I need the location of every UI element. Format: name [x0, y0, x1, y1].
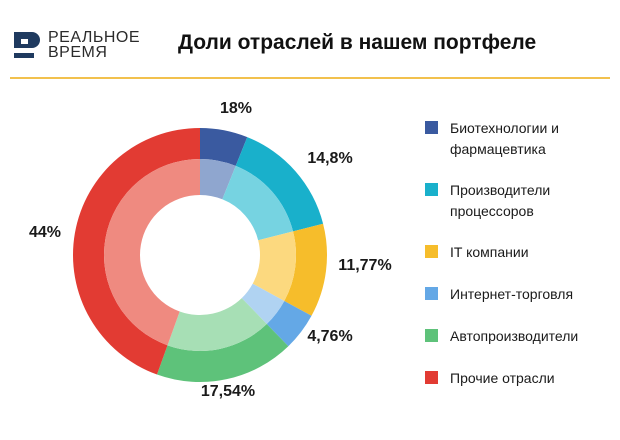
legend-label: Производители процессоров — [450, 182, 551, 219]
brand-logo: РЕАЛЬНОЕ ВРЕМЯ — [12, 29, 141, 61]
legend-item-2: IT компании — [425, 242, 610, 263]
legend-item-4: Автопроизводители — [425, 326, 610, 347]
logo-line-2: ВРЕМЯ — [48, 44, 108, 61]
slice-label-4: 17,54% — [201, 383, 255, 400]
slice-outer-2 — [284, 223, 327, 316]
title-divider — [10, 77, 610, 79]
legend-label: IT компании — [450, 244, 529, 260]
slice-inner-1 — [222, 165, 294, 241]
slice-outer-1 — [235, 137, 324, 232]
legend-swatch — [425, 183, 438, 196]
legend-swatch — [425, 287, 438, 300]
legend-swatch — [425, 371, 438, 384]
legend-item-5: Прочие отрасли — [425, 368, 610, 389]
legend-swatch — [425, 121, 438, 134]
slice-outer-4 — [157, 323, 289, 382]
logo-mark-icon — [14, 32, 40, 58]
legend-swatch — [425, 245, 438, 258]
slice-outer-3 — [266, 300, 312, 347]
page-title: Доли отраслей в нашем портфеле — [178, 31, 537, 54]
logo-line-1: РЕАЛЬНОЕ — [48, 29, 141, 46]
legend-item-3: Интернет-торговля — [425, 284, 610, 305]
legend-swatch — [425, 329, 438, 342]
slice-label-1: 14,8% — [307, 150, 352, 167]
slice-outer-0 — [200, 128, 248, 166]
slice-inner-2 — [252, 231, 296, 301]
slice-label-3: 4,76% — [307, 328, 352, 345]
slice-inner-0 — [200, 159, 236, 200]
legend-label: Интернет-торговля — [450, 286, 574, 302]
legend-label: Прочие отрасли — [450, 370, 555, 386]
slice-label-0: 18% — [220, 100, 252, 117]
slice-label-2: 11,77% — [338, 257, 391, 274]
slice-inner-3 — [241, 283, 285, 324]
slice-inner-4 — [167, 298, 267, 351]
legend-label: Автопроизводители — [450, 328, 579, 344]
slice-inner-5 — [103, 159, 200, 346]
legend-item-1: Производители процессоров — [425, 180, 610, 222]
logo-wordmark: РЕАЛЬНОЕ ВРЕМЯ — [48, 29, 141, 61]
legend-label: Биотехнологии и фармацевтика — [450, 120, 559, 157]
slice-label-5: 44% — [29, 224, 61, 241]
slice-outer-5 — [73, 128, 200, 375]
legend-item-0: Биотехнологии и фармацевтика — [425, 118, 610, 160]
